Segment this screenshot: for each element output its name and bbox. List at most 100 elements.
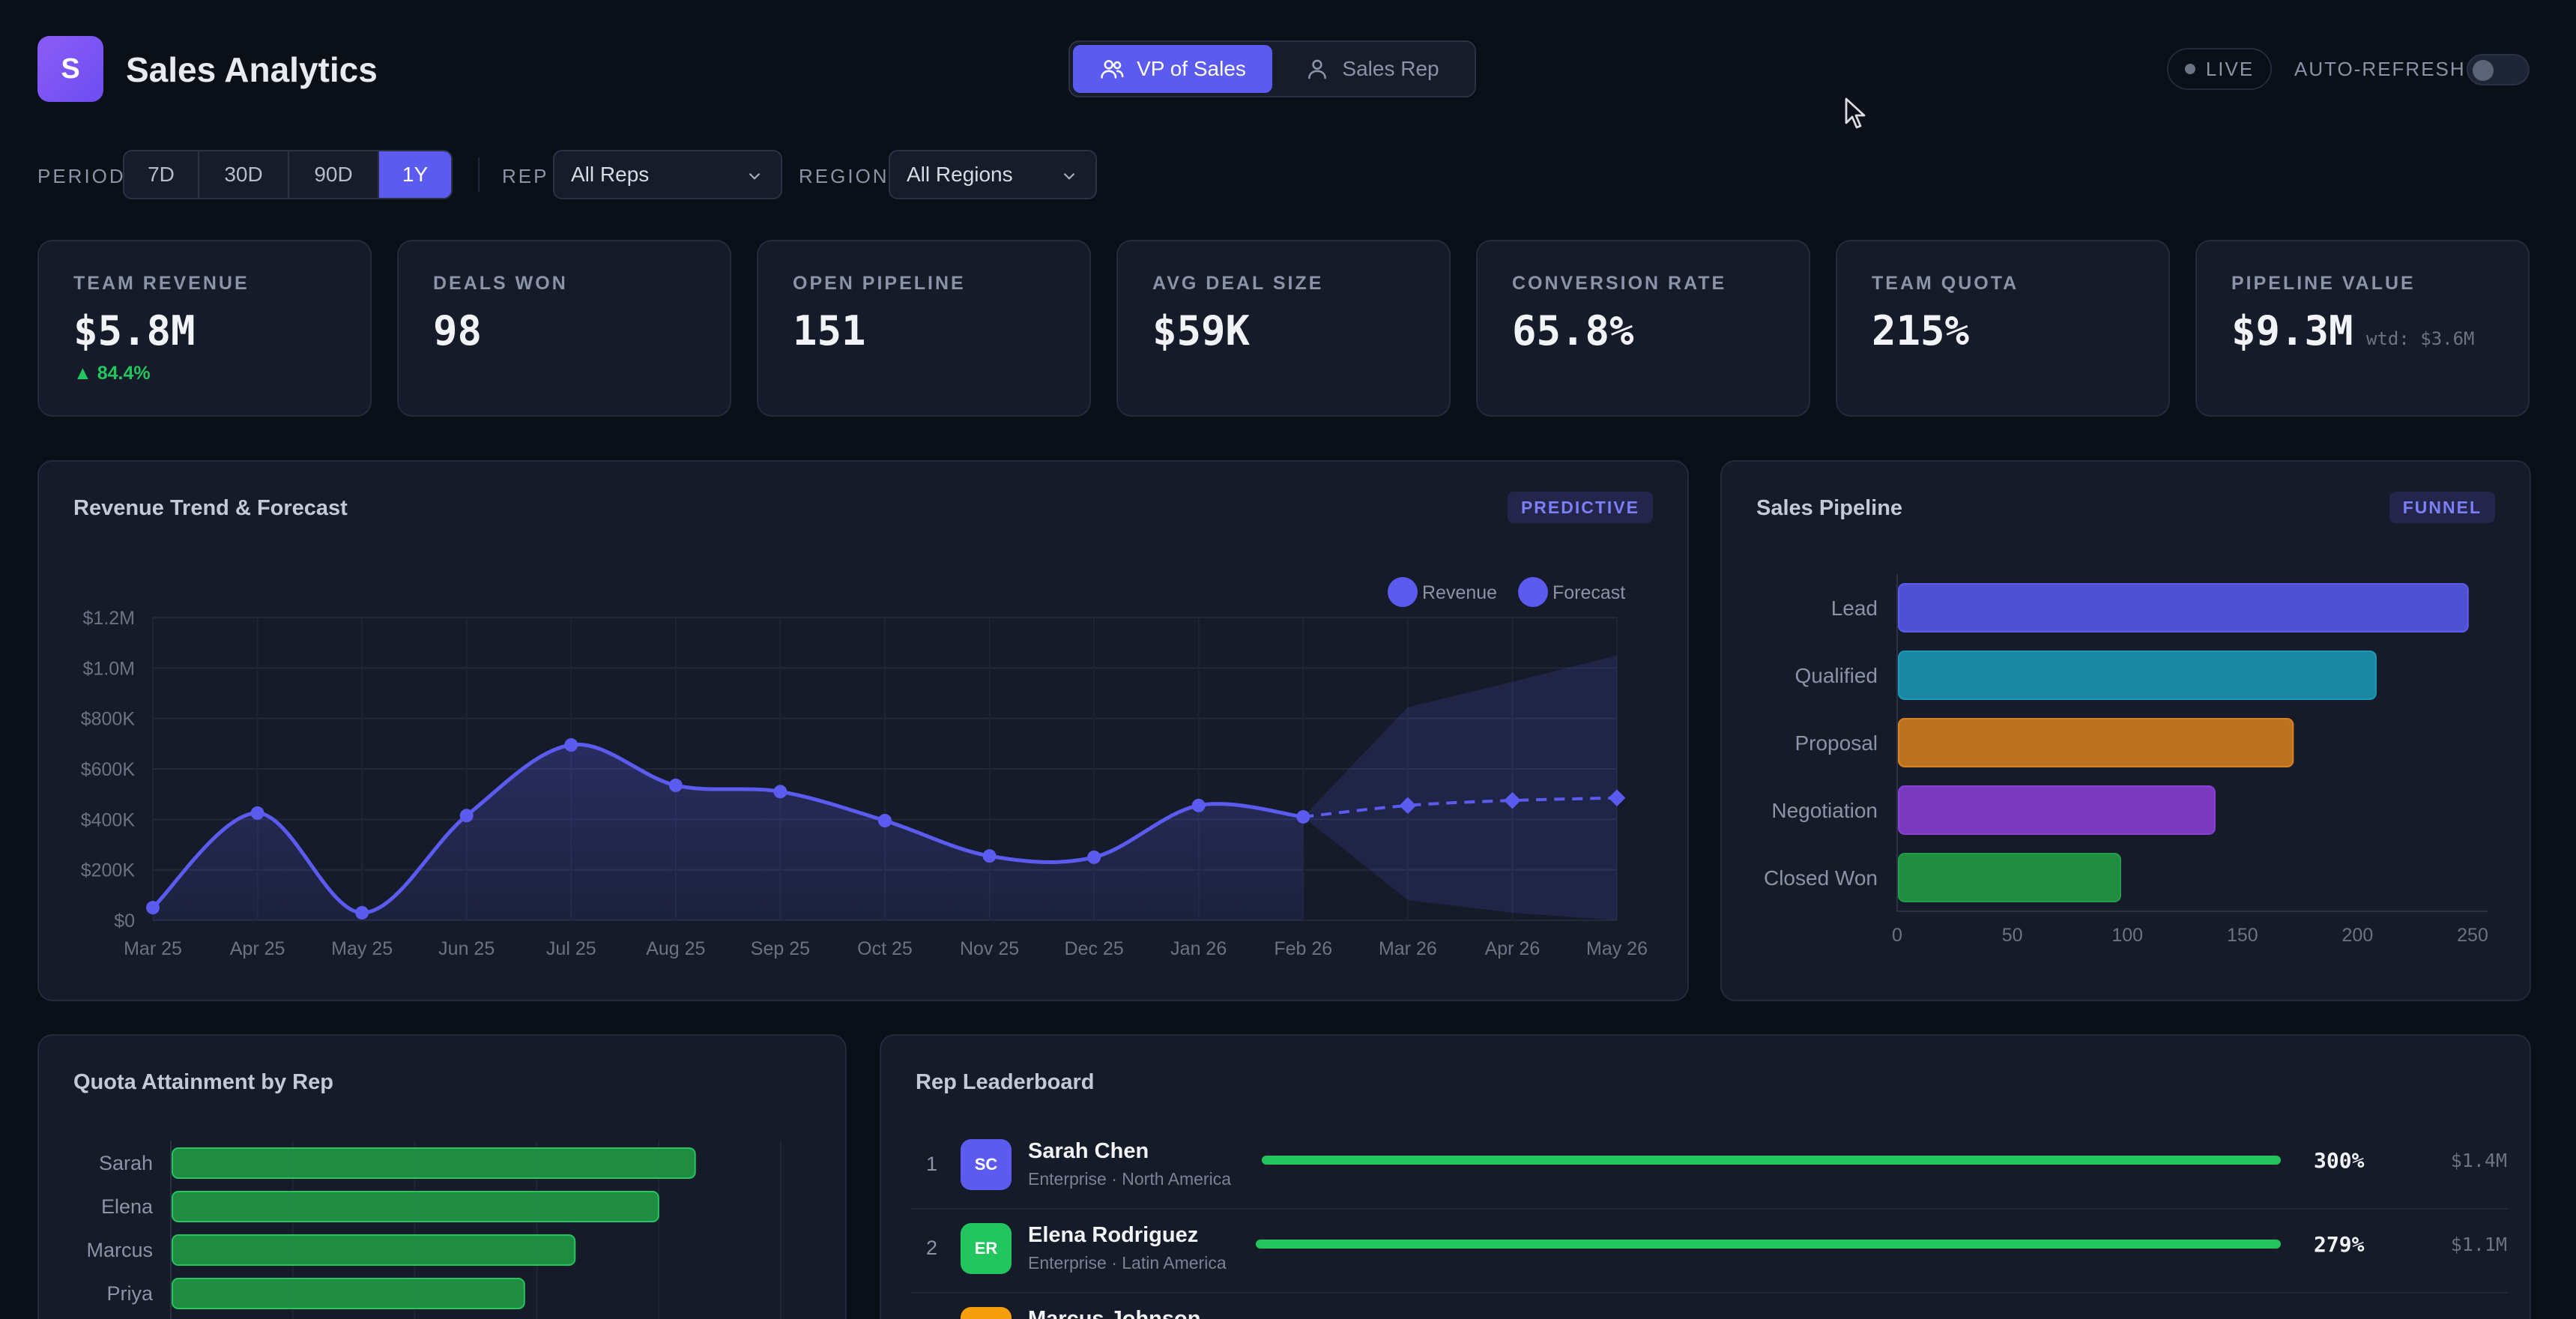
- kpi-team-quota: TEAM QUOTA 215%: [1836, 240, 2170, 417]
- quota-bar: [172, 1234, 576, 1266]
- forecast-line: [1303, 796, 1618, 818]
- legend-forecast-label: Forecast: [1552, 582, 1625, 603]
- x-tick-label: Dec 25: [1065, 938, 1124, 959]
- kpi-subvalue: wtd: $3.6M: [2366, 328, 2475, 349]
- live-dot-icon: [2184, 64, 2195, 74]
- kpi-value: $9.3M: [2231, 307, 2353, 354]
- leaderboard-row[interactable]: 2 ER Elena Rodriguez Enterprise · Latin …: [911, 1210, 2507, 1294]
- revenue-point: [773, 785, 787, 799]
- kpi-value: 65.8%: [1512, 307, 1634, 354]
- revenue-amount: $1.4M: [2450, 1150, 2507, 1171]
- quota-bar: [172, 1147, 696, 1179]
- x-tick-label: Aug 25: [646, 938, 705, 959]
- period-7d-button[interactable]: 7D: [124, 151, 199, 198]
- period-selector: 7D 30D 90D 1Y: [123, 150, 453, 199]
- kpi-conversion-rate: CONVERSION RATE 65.8%: [1476, 240, 1810, 417]
- x-tick-label: Nov 25: [960, 938, 1019, 959]
- kpi-label: TEAM REVENUE: [73, 273, 250, 294]
- legend-revenue-swatch: [1388, 577, 1418, 607]
- app-logo[interactable]: S: [37, 36, 103, 102]
- kpi-label: AVG DEAL SIZE: [1152, 273, 1324, 294]
- period-1y-button[interactable]: 1Y: [379, 151, 451, 198]
- kpi-label: OPEN PIPELINE: [793, 273, 966, 294]
- filter-divider: [478, 157, 480, 192]
- forecast-confidence-band: [1303, 655, 1617, 920]
- quota-chart: Sarah Elena Marcus Priya: [86, 1141, 781, 1319]
- predictive-badge: PREDICTIVE: [1507, 492, 1653, 523]
- quota-bar: [172, 1191, 659, 1222]
- quota-bar: [172, 1278, 525, 1309]
- y-tick-label: $0: [114, 911, 135, 932]
- app-title: Sales Analytics: [126, 50, 378, 89]
- sales-pipeline-panel: Sales Pipeline FUNNEL 0 50 100 150 200 250 Lea…: [1720, 460, 2531, 1001]
- attainment-percent: 279%: [2314, 1232, 2365, 1257]
- x-tick-label: 50: [2002, 925, 2023, 946]
- x-tick-label: Jul 25: [546, 938, 596, 959]
- sales-rep-label: Sales Rep: [1342, 57, 1439, 80]
- leaderboard-row[interactable]: Marcus Johnson: [911, 1294, 2507, 1319]
- pipeline-stage-label: Qualified: [1795, 664, 1878, 687]
- sales-rep-button[interactable]: Sales Rep: [1272, 45, 1472, 93]
- rep-label: Sarah: [99, 1152, 153, 1174]
- pipeline-bar: [1898, 583, 2469, 633]
- chevron-down-icon: [749, 172, 761, 180]
- y-tick-label: $200K: [81, 860, 136, 881]
- x-tick-label: 0: [1892, 925, 1902, 946]
- kpi-open-pipeline: OPEN PIPELINE 151: [757, 240, 1091, 417]
- panel-title: Sales Pipeline: [1756, 496, 1903, 520]
- y-tick-label: $1.2M: [83, 608, 135, 629]
- rep-select[interactable]: All Reps: [553, 150, 782, 199]
- x-tick-label: 200: [2342, 925, 2374, 946]
- rep-label: Marcus: [86, 1239, 153, 1261]
- avatar: SC: [961, 1139, 1012, 1190]
- vp-of-sales-button[interactable]: VP of Sales: [1073, 45, 1272, 93]
- region-select[interactable]: All Regions: [889, 150, 1097, 199]
- kpi-pipeline-value: PIPELINE VALUE $9.3M wtd: $3.6M: [2195, 240, 2530, 417]
- forecast-point: [1608, 789, 1626, 807]
- auto-refresh-label: AUTO-REFRESH: [2294, 58, 2466, 80]
- funnel-badge: FUNNEL: [2389, 492, 2495, 523]
- revenue-point: [1296, 809, 1310, 824]
- y-tick-label: $1.0M: [83, 658, 135, 679]
- kpi-delta: ▲ 84.4%: [73, 363, 151, 384]
- kpi-deals-won: DEALS WON 98: [397, 240, 731, 417]
- kpi-label: DEALS WON: [433, 273, 568, 294]
- kpi-value: 151: [793, 307, 866, 354]
- kpi-team-revenue: TEAM REVENUE $5.8M ▲ 84.4%: [37, 240, 372, 417]
- leaderboard-row[interactable]: 1 SC Sarah Chen Enterprise · North Ameri…: [911, 1126, 2507, 1210]
- region-label: REGION: [799, 165, 889, 187]
- pipeline-stage-label: Proposal: [1795, 731, 1878, 755]
- revenue-chart: $0 $200K $400K $600K $800K $1.0M $1.2M Mar 25 Ap…: [81, 577, 1648, 959]
- x-tick-label: Feb 26: [1274, 938, 1332, 959]
- revenue-amount: $1.1M: [2450, 1234, 2507, 1255]
- rep-meta: Enterprise · North America: [1028, 1169, 1231, 1189]
- panel-title: Rep Leaderboard: [916, 1070, 1095, 1094]
- auto-refresh-toggle[interactable]: [2467, 54, 2530, 85]
- period-label: PERIOD: [37, 165, 126, 187]
- pipeline-bar: [1898, 785, 2216, 835]
- attainment-bar: [1262, 1156, 2281, 1165]
- y-tick-label: $400K: [81, 809, 136, 830]
- x-tick-label: May 25: [331, 938, 393, 959]
- kpi-value: 98: [433, 307, 483, 354]
- quota-attainment-panel: Quota Attainment by Rep Sarah Elena Marcus…: [37, 1034, 847, 1319]
- rep-leaderboard-panel: Rep Leaderboard 1 SC Sarah Chen Enterpri…: [880, 1034, 2531, 1319]
- pipeline-bar: [1898, 718, 2294, 767]
- pipeline-chart: 0 50 100 150 200 250 Lead Qualified Proposal Nego…: [1764, 574, 2488, 946]
- x-tick-label: Oct 25: [857, 938, 913, 959]
- revenue-point: [146, 901, 160, 915]
- panel-title: Revenue Trend & Forecast: [73, 496, 348, 520]
- rep-meta: Enterprise · Latin America: [1028, 1253, 1227, 1273]
- avatar: ER: [961, 1223, 1012, 1274]
- rep-label: REP: [502, 165, 549, 187]
- x-tick-label: May 26: [1586, 938, 1648, 959]
- live-label: LIVE: [2205, 57, 2255, 80]
- rep-name: Sarah Chen: [1028, 1139, 1149, 1163]
- rep-label: Elena: [101, 1195, 154, 1218]
- period-30d-button[interactable]: 30D: [199, 151, 289, 198]
- kpi-label: PIPELINE VALUE: [2231, 273, 2416, 294]
- period-90d-button[interactable]: 90D: [289, 151, 379, 198]
- revenue-point: [982, 849, 997, 863]
- pipeline-bar: [1898, 651, 2377, 700]
- x-tick-label: 100: [2111, 925, 2143, 946]
